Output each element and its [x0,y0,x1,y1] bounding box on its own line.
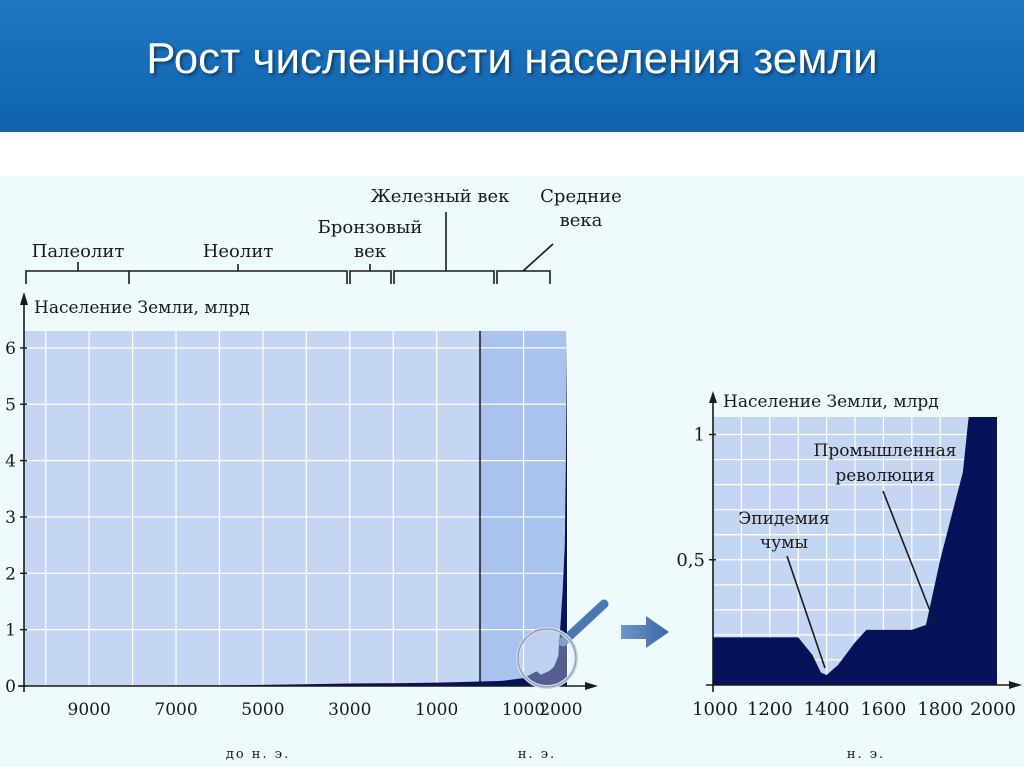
main-x-axis-arrow-icon [585,682,598,690]
zoom-x-tick-label: 1800 [917,699,963,720]
main-y-axis-title: Население Земли, млрд [34,298,250,318]
era-neolithic: Неолит [203,241,274,262]
main-x-tick-label: 9000 [68,700,111,720]
zoom-chart: Население Земли, млрд 0,51 1000 1200 1400 1… [676,391,1022,762]
annotation-plague-line1: Эпидемия [738,509,829,529]
main-y-tick-label: 3 [5,508,16,528]
era-bracket-paleolithic [25,262,130,284]
main-x-tick-label: 5000 [241,700,284,720]
main-x-tick-label: 2000 [539,700,582,720]
zoom-y-tick-label: 0,5 [676,550,705,571]
slide-title: Рост численности населения земли [146,34,878,83]
main-x-tick-label: 7000 [154,700,197,720]
magnifier-icon [516,599,609,689]
main-y-ticks: 0 1 2 3 4 5 6 [5,339,27,697]
era-paleolithic: Палеолит [32,241,125,262]
main-x-tick-label: 3000 [328,700,371,720]
annotation-industrial-line1: Промышленная [814,441,957,461]
zoom-population-area [713,417,997,685]
annotation-industrial-pointer [882,490,937,627]
zoom-x-tick-label: 1000 [692,699,738,720]
era-iron: Железный век [371,186,511,207]
main-grid [24,331,568,686]
era-bracket-bronze [349,264,392,284]
zoom-y-tick-label: 1 [694,425,705,446]
main-x-tick-label: 1000 [415,700,458,720]
main-chart: Население Земли, млрд 0 1 2 3 4 5 6 9000 7000 50… [5,292,598,762]
era-bronze-line2: век [354,241,387,262]
era-timeline [25,212,554,284]
main-x-tick-label: 1000 [502,700,545,720]
zoom-arrow-icon [621,616,669,648]
zoom-x-tick-label: 1200 [747,699,793,720]
annotation-plague-pointer [786,555,826,669]
era-bronze-line1: Бронзовый [318,217,423,238]
main-y-tick-label: 2 [5,564,16,584]
era-middle-line1: Средние [540,186,622,207]
main-y-tick-label: 0 [5,677,16,697]
main-y-tick-label: 1 [5,621,16,641]
annotation-plague-line2: чумы [760,533,808,553]
era-bracket-middle [496,243,554,284]
zoom-x-tick-label: 2000 [970,699,1016,720]
zoom-x-tick-label: 1600 [860,699,906,720]
zoom-x-tick-label: 1400 [804,699,850,720]
main-y-axis-arrow-icon [20,292,28,305]
title-bar: Рост численности населения земли [0,0,1024,132]
zoom-x-label-ad: н. э. [847,747,885,762]
main-y-tick-label: 4 [5,452,16,472]
era-bracket-neolithic [129,264,348,284]
era-middle-line2: века [560,210,603,231]
main-x-label-ad: н. э. [518,747,556,762]
main-x-label-bc: до н. э. [226,747,290,762]
zoom-x-ticks: 1000 1200 1400 1600 1800 2000 [692,699,1016,720]
annotation-industrial-line2: революция [835,466,934,486]
era-bracket-iron [393,212,495,284]
zoom-y-axis-title: Население Земли, млрд [723,392,939,412]
zoom-x-axis-arrow-icon [1009,681,1022,689]
zoom-y-ticks: 0,51 [676,425,716,571]
main-plot-area [24,331,567,686]
main-y-tick-label: 6 [5,339,16,359]
main-y-tick-label: 5 [5,395,16,415]
zoom-y-axis-arrow-icon [709,391,717,403]
